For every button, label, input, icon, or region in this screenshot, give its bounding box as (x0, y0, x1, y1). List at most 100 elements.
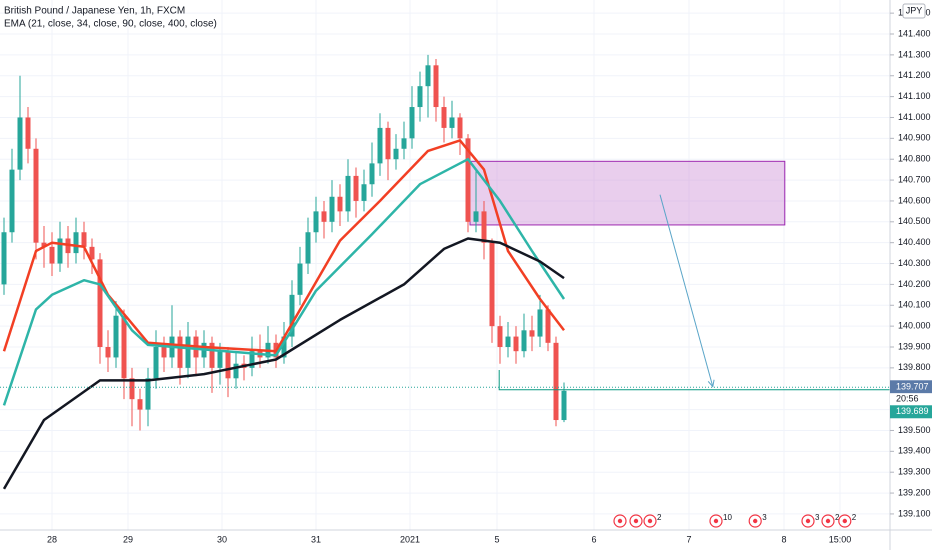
ema-line (2, 157, 566, 406)
y-tick-label: 139.900 (898, 341, 931, 351)
candle-body (385, 127, 391, 160)
last-price-box (890, 380, 932, 394)
candle-body (457, 117, 463, 139)
event-count: 10 (723, 513, 732, 522)
candle-body (177, 336, 183, 368)
x-tick-label: 2021 (400, 534, 420, 544)
y-tick-label: 140.600 (898, 195, 931, 205)
candle-body (329, 196, 335, 222)
candle-body (409, 107, 415, 139)
x-tick-label: 6 (591, 534, 596, 544)
indicator-label: EMA (21, close, 34, close, 90, close, 40… (4, 19, 217, 30)
x-tick-label: 15:00 (829, 534, 852, 544)
candle-body (337, 196, 343, 212)
x-tick-label: 5 (494, 534, 499, 544)
candle-body (153, 347, 159, 379)
y-tick-label: 141.200 (898, 70, 931, 80)
y-tick-label: 140.400 (898, 237, 931, 247)
candle-body (145, 378, 151, 410)
candle-body (73, 232, 79, 254)
event-dot (713, 518, 719, 524)
candle-body (105, 347, 111, 358)
y-tick-label: 141.400 (898, 28, 931, 38)
event-count: 3 (815, 513, 820, 522)
candle-body (521, 330, 527, 352)
candle-body (561, 390, 567, 421)
y-tick-label: 139.800 (898, 362, 931, 372)
event-dot (617, 518, 623, 524)
candle-body (545, 309, 551, 343)
y-tick-label: 139.400 (898, 446, 931, 456)
event-dot (825, 518, 831, 524)
candle-body (249, 351, 255, 368)
x-tick-label: 7 (686, 534, 691, 544)
candle-body (489, 242, 495, 327)
candle-body (433, 65, 439, 108)
y-tick-label: 139.500 (898, 425, 931, 435)
candle-body (537, 309, 543, 337)
y-tick-label: 141.000 (898, 112, 931, 122)
candle-body (481, 211, 487, 243)
countdown-box (890, 393, 932, 406)
y-tick-label: 140.700 (898, 174, 931, 184)
candle-body (17, 117, 23, 170)
candle-body (289, 294, 295, 337)
candle-body (217, 351, 223, 368)
candle-body (465, 138, 471, 222)
bid-label: 139.689 (896, 406, 929, 416)
event-dot (647, 518, 653, 524)
y-tick-label: 140.900 (898, 133, 931, 143)
candle-body (233, 363, 239, 379)
y-tick-label: 140.000 (898, 321, 931, 331)
ema-line (2, 237, 565, 490)
event-count: 3 (762, 513, 767, 522)
y-tick-label: 140.800 (898, 154, 931, 164)
chart-title: British Pound / Japanese Yen, 1h, FXCM (4, 6, 185, 17)
candle-body (137, 399, 143, 410)
candle-body (345, 175, 351, 212)
candle-body (473, 211, 479, 222)
event-count: 2 (852, 513, 857, 522)
y-tick-label: 141.100 (898, 91, 931, 101)
candle-body (41, 242, 47, 247)
candle-body (121, 315, 127, 379)
arrow-line (659, 194, 714, 387)
candle-body (505, 336, 511, 348)
y-tick-label: 140.500 (898, 216, 931, 226)
candle-body (513, 336, 519, 352)
candle-body (425, 65, 431, 87)
countdown-label: 20:56 (896, 394, 919, 404)
candle-body (441, 107, 447, 128)
last-price-label: 139.707 (896, 382, 929, 392)
axes: 139.100 139.200 139.300 139.400 139.500 139.6… (47, 8, 931, 545)
event-dot (633, 518, 639, 524)
candle-body (393, 148, 399, 160)
y-tick-label: 141.300 (898, 49, 931, 59)
ema-line (2, 139, 565, 353)
bid-box (890, 405, 932, 419)
candle-body (297, 263, 303, 295)
event-dot (753, 518, 758, 524)
zone (469, 160, 786, 226)
candle-body (97, 259, 103, 348)
candle-body (369, 163, 375, 185)
candle-body (33, 148, 39, 243)
candle-body (497, 326, 503, 348)
time-axis-bg (0, 530, 932, 550)
candle-body (529, 330, 535, 337)
arrow-head (707, 379, 715, 388)
candle-body (321, 211, 327, 222)
candle-body (377, 127, 383, 164)
plot (0, 54, 890, 490)
event-count: 2 (657, 513, 662, 522)
y-tick-label: 139.100 (898, 508, 931, 518)
candle-body (81, 232, 87, 247)
currency-badge[interactable] (902, 3, 926, 19)
candle-body (185, 336, 191, 368)
event-count: 2 (835, 513, 840, 522)
candle-body (305, 232, 311, 264)
y-tick-label: 140.200 (898, 279, 931, 289)
event-dot (805, 518, 811, 524)
price-axis-bg (890, 0, 932, 550)
